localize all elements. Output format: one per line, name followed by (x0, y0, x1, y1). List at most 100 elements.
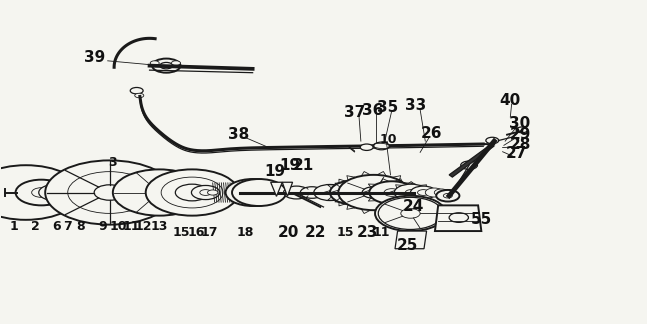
Circle shape (135, 93, 144, 98)
Circle shape (434, 189, 448, 196)
Text: 7: 7 (63, 220, 72, 233)
Circle shape (127, 185, 156, 200)
Circle shape (436, 190, 459, 202)
Circle shape (410, 186, 436, 199)
Circle shape (449, 213, 468, 222)
Circle shape (417, 190, 429, 195)
Text: 15: 15 (173, 226, 190, 239)
Circle shape (405, 190, 417, 195)
Circle shape (118, 187, 138, 198)
Circle shape (113, 169, 206, 216)
Text: 24: 24 (403, 200, 424, 214)
Polygon shape (282, 182, 292, 196)
Text: 10: 10 (379, 133, 397, 146)
Text: 35: 35 (377, 100, 399, 115)
Text: 39: 39 (84, 50, 105, 65)
Circle shape (338, 175, 409, 210)
Text: 2: 2 (30, 220, 39, 233)
Polygon shape (270, 182, 282, 196)
Text: 18: 18 (236, 226, 254, 239)
Circle shape (314, 184, 346, 201)
Text: 9: 9 (99, 220, 107, 233)
Text: 8: 8 (76, 220, 85, 233)
Circle shape (50, 184, 82, 201)
Circle shape (136, 190, 148, 195)
Circle shape (16, 180, 67, 205)
Circle shape (241, 187, 264, 198)
Text: 29: 29 (509, 127, 531, 142)
Circle shape (384, 189, 399, 196)
Circle shape (443, 193, 452, 198)
Text: 17: 17 (200, 226, 217, 239)
Text: 6: 6 (52, 220, 60, 233)
Text: 23: 23 (356, 225, 378, 240)
Circle shape (226, 179, 280, 206)
Text: 11: 11 (373, 226, 390, 239)
Text: 19: 19 (265, 164, 286, 179)
Text: 3: 3 (108, 156, 116, 168)
Text: 20: 20 (278, 225, 299, 240)
Circle shape (374, 142, 389, 150)
Circle shape (425, 188, 443, 197)
Polygon shape (435, 205, 481, 231)
Text: 55: 55 (471, 212, 492, 227)
Circle shape (192, 185, 220, 200)
Circle shape (32, 188, 51, 197)
Circle shape (45, 160, 174, 225)
Circle shape (461, 161, 477, 169)
Circle shape (283, 186, 309, 199)
Circle shape (232, 190, 242, 195)
Circle shape (171, 61, 181, 65)
Text: 36: 36 (362, 103, 383, 118)
Circle shape (0, 165, 81, 220)
Polygon shape (449, 144, 494, 177)
Circle shape (375, 196, 446, 231)
Circle shape (300, 187, 324, 198)
Text: 12: 12 (135, 220, 153, 233)
Polygon shape (395, 231, 426, 249)
Circle shape (152, 59, 181, 73)
Text: 28: 28 (509, 137, 531, 152)
Circle shape (369, 181, 414, 204)
Circle shape (130, 87, 143, 94)
Circle shape (360, 144, 373, 150)
Circle shape (39, 184, 71, 201)
Circle shape (378, 197, 443, 229)
Text: 30: 30 (509, 116, 531, 131)
Text: 26: 26 (421, 126, 443, 141)
Text: 21: 21 (292, 158, 314, 173)
Circle shape (345, 188, 364, 197)
Text: 37: 37 (344, 105, 365, 120)
Circle shape (330, 180, 379, 205)
Circle shape (516, 127, 528, 133)
Circle shape (486, 137, 499, 144)
Text: 33: 33 (405, 98, 426, 113)
Text: 16: 16 (187, 226, 204, 239)
Circle shape (232, 179, 286, 206)
Circle shape (200, 190, 212, 195)
Polygon shape (74, 189, 79, 196)
Text: 27: 27 (506, 146, 527, 161)
Text: 40: 40 (499, 93, 521, 109)
Text: 10: 10 (110, 220, 127, 233)
Text: 1: 1 (10, 220, 19, 233)
Text: 19: 19 (280, 158, 301, 173)
Circle shape (160, 63, 173, 69)
Circle shape (208, 190, 218, 195)
Text: 11: 11 (122, 220, 140, 233)
Circle shape (362, 187, 386, 198)
Circle shape (400, 209, 420, 218)
Text: 25: 25 (397, 238, 418, 253)
Circle shape (94, 185, 125, 200)
Circle shape (146, 169, 239, 216)
Circle shape (18, 189, 34, 196)
Circle shape (150, 61, 159, 65)
Text: 15: 15 (336, 226, 354, 239)
Text: 22: 22 (305, 225, 327, 240)
Circle shape (395, 184, 428, 201)
Circle shape (441, 190, 453, 195)
Text: 38: 38 (228, 127, 249, 142)
Text: 13: 13 (151, 220, 168, 233)
Circle shape (175, 184, 209, 201)
Circle shape (146, 186, 172, 199)
